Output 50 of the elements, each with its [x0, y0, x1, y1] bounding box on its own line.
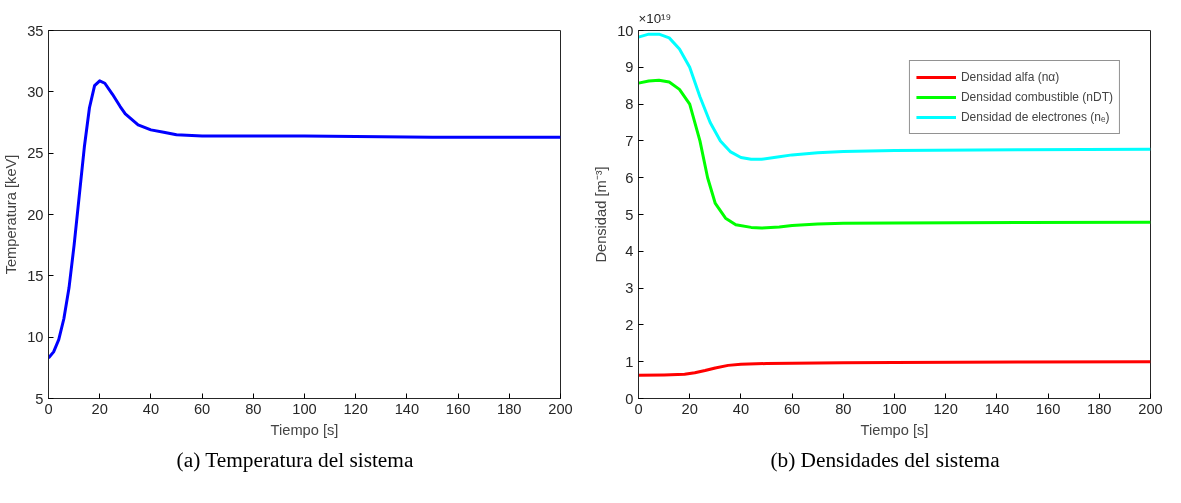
- x-tick-label: 40: [732, 400, 750, 417]
- legend-label: Densidad alfa (nα): [960, 70, 1060, 84]
- y-tick-label: 4: [625, 243, 634, 260]
- x-axis-title: Tiempo [s]: [860, 421, 929, 438]
- x-tick-label: 100: [292, 400, 317, 417]
- y-tick-label: 8: [625, 96, 634, 113]
- y-tick-label: 7: [625, 132, 634, 149]
- line-series: [48, 79, 561, 360]
- y-tick-label: 5: [625, 206, 634, 223]
- text: (a) Temperatura del sistema: [176, 447, 414, 474]
- x-tick-label: 160: [445, 400, 471, 417]
- line-series: [638, 360, 1151, 377]
- y-tick-label: 10: [617, 22, 634, 39]
- x-tick-label: 60: [193, 400, 211, 417]
- y-tick-label: 20: [27, 206, 44, 223]
- y-tick-label: 9: [625, 59, 634, 76]
- y-tick-label: 2: [625, 316, 634, 333]
- y-tick-label: 5: [35, 390, 44, 407]
- x-tick-label: 140: [394, 400, 420, 417]
- x-tick-label: 40: [142, 400, 160, 417]
- x-tick-label: 100: [882, 400, 907, 417]
- y-tick-label: 3: [625, 280, 634, 297]
- x-tick-label: 80: [835, 400, 852, 417]
- y-tick-label: 15: [27, 267, 44, 284]
- x-tick-label: 80: [245, 400, 262, 417]
- x-tick-label: 120: [343, 400, 368, 417]
- line-series: [638, 32, 1151, 161]
- x-tick-label: 60: [783, 400, 801, 417]
- x-tick-label: 180: [497, 400, 522, 417]
- text: ×10¹⁹: [638, 10, 672, 26]
- legend-label: Densidad combustible (nDT): [960, 90, 1113, 104]
- x-tick-label: 120: [933, 400, 958, 417]
- x-tick-label: 180: [1087, 400, 1112, 417]
- y-axis-title: Densidad [m⁻³]: [593, 166, 610, 263]
- x-tick-label: 20: [681, 400, 698, 417]
- y-tick-label: 10: [27, 329, 44, 346]
- y-tick-label: 35: [27, 22, 44, 39]
- y-tick-label: 30: [27, 83, 44, 100]
- y-tick-label: 1: [625, 353, 634, 370]
- x-tick-label: 200: [548, 400, 573, 417]
- y-tick-label: 25: [27, 145, 44, 162]
- x-tick-label: 160: [1035, 400, 1061, 417]
- x-tick-label: 20: [91, 400, 108, 417]
- x-axis-title: Tiempo [s]: [270, 421, 339, 438]
- y-axis-title: Temperatura [keV]: [3, 154, 20, 275]
- y-tick-label: 6: [625, 169, 634, 186]
- x-tick-label: 200: [1138, 400, 1163, 417]
- text: (b) Densidades del sistema: [770, 447, 1000, 474]
- legend-label: Densidad de electrones (nₑ): [960, 110, 1110, 124]
- x-tick-label: 140: [984, 400, 1010, 417]
